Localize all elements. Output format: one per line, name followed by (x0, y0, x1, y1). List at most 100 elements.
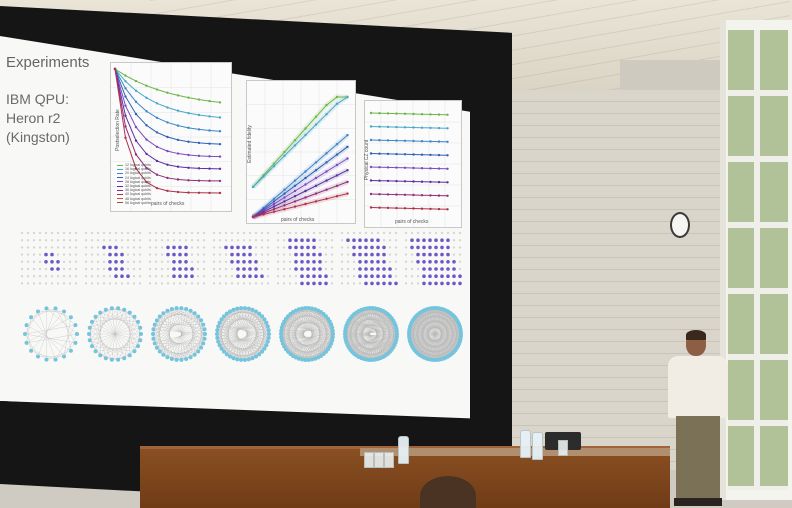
lattice-node (282, 253, 286, 256)
slide-title: Experiments (6, 54, 90, 71)
graph-node (169, 357, 174, 362)
graph-edge (26, 333, 78, 344)
data-point (176, 94, 180, 97)
data-point (145, 138, 148, 141)
lattice-node (242, 267, 246, 271)
legend-entry: 32 logical qubits (117, 184, 151, 188)
subtitle-line: IBM QPU: (6, 91, 70, 107)
lattice-node (120, 252, 124, 257)
graph-edge (190, 310, 206, 335)
lattice-node (138, 275, 142, 278)
graph-node (221, 349, 226, 354)
lattice-node (312, 238, 316, 242)
data-point (134, 153, 138, 156)
graph-edge (24, 324, 76, 335)
lattice-node (388, 253, 392, 256)
lattice-node (266, 253, 270, 256)
graph-node (29, 315, 34, 320)
data-point (386, 152, 390, 156)
graph-edge (358, 310, 397, 332)
data-point (420, 140, 424, 143)
data-point (293, 205, 297, 208)
graph-svg (343, 306, 399, 362)
data-point (134, 112, 138, 116)
graph-node (370, 357, 375, 362)
data-point (272, 162, 276, 165)
data-point (325, 188, 328, 191)
data-point (272, 165, 276, 168)
legend-entry: 40 logical qubits (117, 192, 151, 196)
graph-edge (156, 308, 187, 348)
graph-edge (152, 333, 199, 352)
lattice-node (266, 239, 270, 242)
graph-edge (194, 313, 204, 325)
data-point (386, 139, 390, 142)
graph-node (199, 345, 204, 350)
lattice-node (212, 246, 216, 249)
lattice-node (260, 239, 264, 242)
data-point (386, 193, 390, 196)
lattice-node (160, 260, 164, 263)
data-point (166, 163, 169, 166)
graph-node (264, 343, 269, 348)
lattice-node (428, 260, 432, 264)
graph-edge (171, 308, 204, 325)
data-point (293, 200, 297, 203)
graph-edge (159, 333, 206, 352)
lattice-node (62, 260, 66, 263)
lattice-node (428, 281, 432, 286)
lattice-node (20, 282, 24, 285)
lattice-node (154, 282, 158, 285)
lattice-node (148, 239, 152, 242)
graph-node (239, 357, 244, 362)
lattice-node (394, 267, 398, 271)
lattice-node (330, 267, 334, 271)
lattice-node (224, 260, 228, 263)
graph-edge (154, 308, 187, 325)
lattice-node (20, 231, 24, 235)
data-point (187, 111, 190, 115)
graph-edge (153, 329, 195, 355)
lattice-node (230, 245, 234, 250)
lattice-node (276, 246, 280, 249)
lattice-node (172, 267, 176, 271)
lattice-node (120, 274, 124, 278)
graph-node (279, 325, 284, 330)
lattice-node (38, 231, 42, 235)
lattice-node (218, 239, 222, 242)
data-point (395, 139, 398, 142)
lattice-node (324, 231, 328, 235)
graph-edge (137, 327, 141, 347)
graph-edge (217, 330, 249, 360)
lattice-node (330, 246, 334, 249)
lattice-node (44, 260, 48, 264)
graph-node (87, 338, 92, 343)
lattice-node (452, 253, 456, 256)
lattice-node (306, 238, 310, 242)
graph-node (219, 346, 224, 351)
lattice-node (32, 253, 36, 256)
graph-edge (37, 308, 56, 357)
graph-edge (152, 333, 177, 360)
lattice-node (358, 267, 362, 271)
graph-edge (63, 311, 72, 351)
data-point (293, 144, 297, 147)
data-point (208, 129, 211, 132)
lattice-node (50, 246, 54, 249)
data-point (335, 163, 339, 167)
lattice-node (452, 260, 456, 264)
graph-node (165, 355, 170, 360)
lattice-node (370, 267, 374, 271)
lattice-node (376, 252, 380, 257)
graph-edge (252, 309, 269, 338)
graph-edge (409, 331, 461, 337)
lattice-node (196, 239, 200, 242)
graph-edge (428, 308, 461, 332)
lattice-node (446, 252, 450, 257)
lattice-node (202, 282, 206, 285)
lattice-node (294, 267, 298, 271)
lattice-node (340, 253, 344, 256)
graph-node (330, 335, 335, 340)
lattice-node (74, 231, 78, 235)
data-point (272, 197, 276, 200)
